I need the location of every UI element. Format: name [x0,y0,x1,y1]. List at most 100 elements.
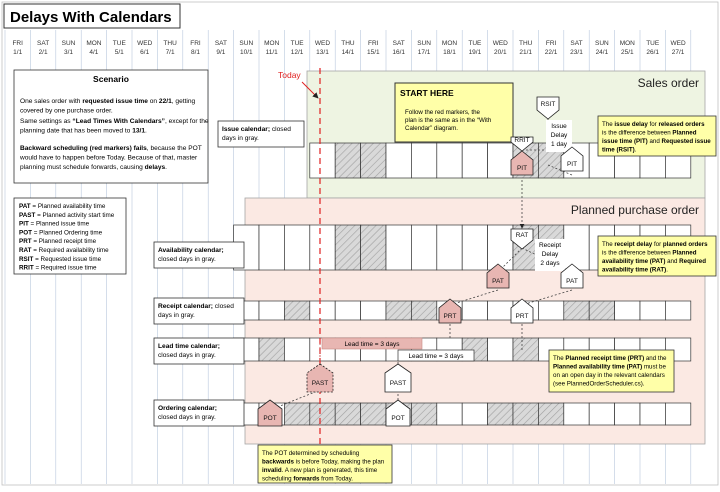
rat-marker-shape [510,228,534,250]
receipt-open-day [614,300,641,321]
scenario-paragraph-3: Backward scheduling (red markers) fails,… [19,145,202,171]
day-date: 21/1 [519,49,532,56]
issue-open-day [436,142,463,179]
receipt-delay-note-text: The receipt delay for planned orders is t… [602,241,708,274]
receipt-open-day [309,300,336,321]
ordering-open-day [614,402,641,426]
past-marker-shape [384,363,412,393]
issue-delay-note-text: The issue delay for released orders is th… [602,121,711,154]
day-date: 13/1 [316,49,329,56]
receipt-open-day [538,300,565,321]
availability-calendar-label-box [153,241,245,269]
day-date: 12/1 [291,49,304,56]
pot-note-text: The POT determined by scheduling backward… [262,450,385,483]
title-box [3,3,181,29]
day-date: 10/1 [240,49,253,56]
day-date: 9/1 [216,49,225,56]
pat-red-marker-shape [486,263,510,289]
legend-item: PRT = Planned receipt time [19,238,97,245]
legend-item: PAST = Planned activity start time [19,212,115,219]
issue-open-day [411,142,438,179]
scenario-paragraph-2: Same settings as “Lead Times With Calend… [20,118,209,135]
day-date: 24/1 [596,49,609,56]
day-headers: FRI 1/1 SAT 2/1 SUN 3/1 MON 4/1 TUE 5/1 WED 6/1 THU 7… [12,40,686,56]
rrit-marker: RRIT [514,137,529,144]
receipt-delay-line-1: Receipt [539,242,561,249]
availability-open-day [487,224,514,271]
availability-open-day [284,224,311,271]
pit-red-marker: PIT [517,165,527,172]
availability-calendar-label: Availability calendar; closed days in gra… [158,247,224,263]
pat-marker-shape [560,263,584,289]
day-date: 23/1 [570,49,583,56]
receipt-open-day [665,300,692,321]
legend-list: PAT = Planned availability time PAST = Pl… [19,203,115,272]
start-here-box [394,82,514,143]
availability-open-day [436,224,463,271]
day-name: TUE [291,40,305,47]
pat-red-marker: PAT [492,278,504,285]
receipt-delay-note [597,235,717,277]
day-name: MON [620,40,635,47]
pit-marker: PIT [567,161,577,168]
receipt-open-day [258,300,285,321]
receipt-delay-bg [535,239,565,271]
day-date: 4/1 [89,49,98,56]
lead-time-calendar-label-box [153,337,245,365]
day-name: TUE [468,40,482,47]
day-date: 3/1 [64,49,73,56]
availability-open-day [309,224,336,271]
receipt-delay-line-3: 2 days [540,260,560,267]
receipt-calendar-label: Receipt calendar; closed days in gray. [158,303,234,319]
issue-open-day [309,142,336,179]
prt-pat-note-text: The Planned receipt time (PRT) and the Pl… [553,355,667,388]
day-name: SAT [570,40,582,47]
ordering-calendar-label: Ordering calendar; closed days in gray. [158,405,217,421]
legend-item: PAT = Planned availability time [19,203,106,210]
issue-delay-note [597,115,717,157]
pat-marker: PAT [566,278,578,285]
issue-delay-bg [546,120,572,152]
sales-order-title: Sales order [638,76,699,90]
availability-open-day [461,224,488,271]
day-name: SUN [62,40,76,47]
availability-closed-day [334,224,361,271]
legend-item: POT = Planned Ordering time [19,229,103,236]
prt-red-marker: PRT [444,313,457,320]
ordering-open-day [639,402,666,426]
lead-time-label: Lead time = 3 days [408,353,464,360]
receipt-open-day [461,300,488,321]
scenario-paragraph-1: One sales order with requested issue tim… [20,98,196,115]
day-name: THU [163,40,177,47]
issue-delay-line-2: Delay [551,132,568,139]
ordering-closed-day [284,402,311,426]
rsit-marker-shape [536,96,560,120]
today-label: Today [278,70,301,80]
lead-time-red-label: Lead time = 3 days [344,341,400,348]
day-date: 11/1 [266,49,279,56]
ordering-open-day [461,402,488,426]
availability-open-day [411,224,438,271]
day-date: 2/1 [39,49,48,56]
ordering-open-day [665,402,692,426]
legend-item: RAT = Required availability time [19,247,109,254]
legend-item: RSIT = Requested issue time [19,256,102,263]
day-date: 5/1 [115,49,124,56]
ordering-closed-day [411,402,438,426]
ordering-closed-day [538,402,565,426]
past-marker: PAST [390,380,407,387]
day-name: FRI [190,40,201,47]
rsit-marker: RSIT [541,101,556,108]
day-name: TUE [646,40,660,47]
day-name: SUN [239,40,253,47]
scenario-box [13,69,209,184]
issue-open-day [487,142,514,179]
pot-marker-shape [385,399,411,427]
pit-red-marker-shape [510,150,534,176]
receipt-open-day [639,300,666,321]
start-here-heading: START HERE [400,88,454,98]
availability-open-day [258,224,285,271]
day-date: 19/1 [469,49,482,56]
day-name: THU [341,40,355,47]
